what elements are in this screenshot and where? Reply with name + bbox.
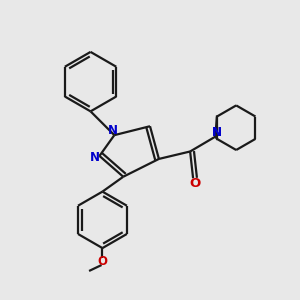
Text: N: N [212, 126, 222, 139]
Text: O: O [189, 177, 200, 190]
Text: O: O [98, 255, 107, 268]
Text: N: N [90, 151, 100, 164]
Text: N: N [108, 124, 118, 137]
Text: N: N [212, 126, 222, 139]
